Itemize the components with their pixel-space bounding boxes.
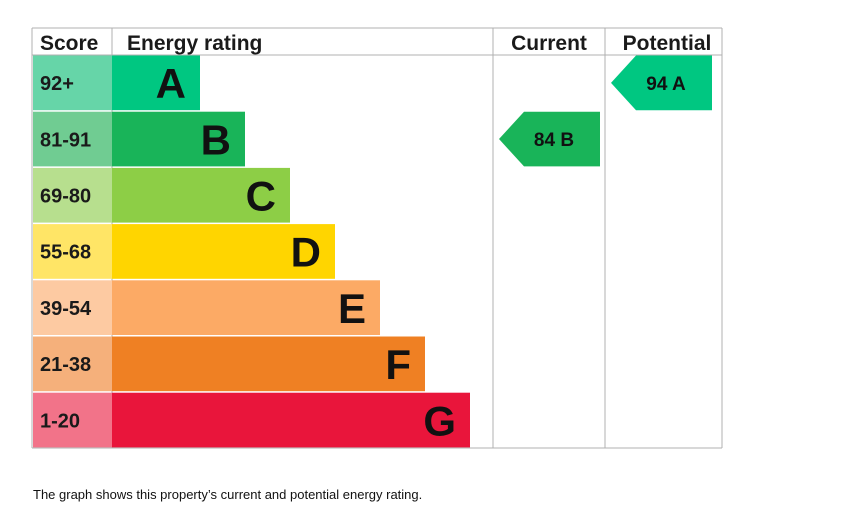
rating-arrows: 84 B 94 A [499,55,712,167]
current-arrow [499,111,600,167]
rating-letter-g: G [423,397,456,444]
rating-bar-e [112,280,380,335]
score-cell-c [33,167,112,223]
score-label-a: 92+ [40,73,74,95]
rating-bar-d [112,224,335,279]
rating-bar-b [112,111,245,167]
caption: The graph shows this property’s current … [33,487,423,502]
score-label-g: 1-20 [40,410,80,432]
score-label-e: 39-54 [40,298,92,320]
header-score: Score [40,32,98,55]
header-energy-rating: Energy rating [127,32,262,55]
rating-letter-c: C [246,173,276,220]
score-cell-b [33,111,112,167]
rating-bar-f [112,336,425,392]
rating-bands: 92+ A 81-91 B 69-80 C 55-68 D 39-54 E 21-38 F 1-20 G [33,55,470,448]
score-cell-f [33,336,112,392]
rating-bar-c [112,167,290,223]
rating-letter-b: B [201,116,231,163]
rating-bar-g [112,392,470,448]
score-cell-g [33,392,112,448]
score-label-b: 81-91 [40,129,91,151]
score-label-c: 69-80 [40,186,91,208]
rating-letter-a: A [156,60,186,107]
rating-letter-f: F [385,341,411,388]
header-potential: Potential [623,32,712,55]
score-cell-e [33,280,112,335]
score-label-d: 55-68 [40,242,91,264]
rating-letter-d: D [291,229,321,276]
header-current: Current [511,32,587,55]
potential-arrow [611,55,712,111]
rating-bar-a [112,55,200,111]
rating-letter-e: E [338,285,366,332]
current-arrow-label: 84 B [534,130,574,151]
score-label-f: 21-38 [40,354,91,376]
epc-chart: Score Energy rating Current Potential 92… [31,27,723,449]
score-cell-d [33,224,112,279]
potential-arrow-label: 94 A [646,74,686,95]
score-cell-a [33,55,112,111]
